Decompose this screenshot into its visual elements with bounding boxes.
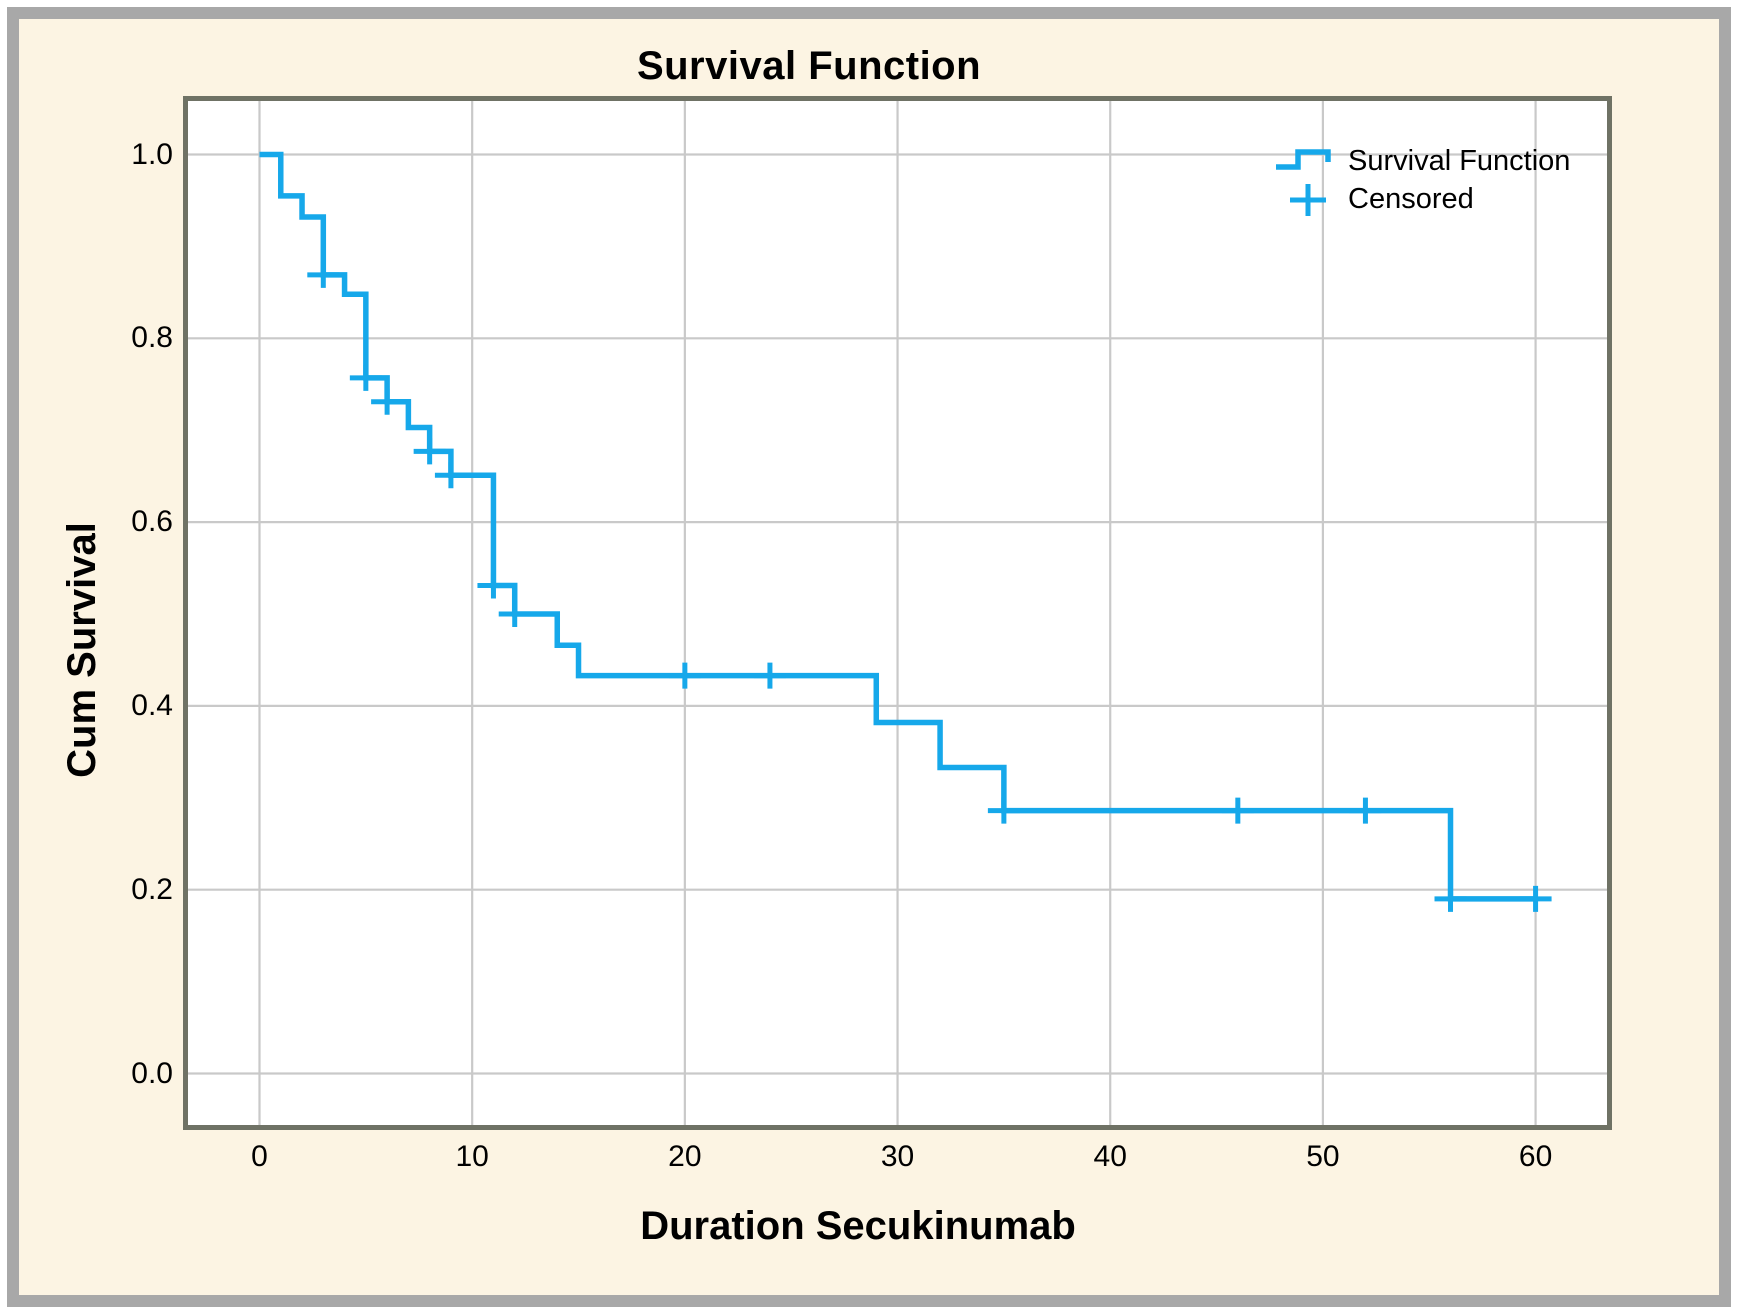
censored-mark [1221,797,1254,824]
y-tick-label: 0.6 [131,505,173,539]
censored-mark [1349,797,1382,824]
x-axis-title: Duration Secukinumab [640,1204,1076,1248]
x-tick-label: 60 [1518,1140,1553,1173]
censored-mark [371,388,404,415]
x-tick-label: 20 [668,1140,702,1173]
chart-title: Survival Function [636,44,982,88]
censored-markers [307,261,1552,912]
plot-area: Survival Function Censored [183,96,1612,1130]
censored-mark [498,601,531,627]
x-tick-label: 0 [251,1140,268,1173]
y-tick-label: 0.2 [131,872,173,906]
y-axis-title: Cum Survival [60,522,104,778]
censored-mark [349,364,382,391]
censored-mark [668,662,701,689]
x-tick-label: 40 [1093,1140,1127,1173]
censored-mark [753,662,786,689]
y-tick-label: 0.8 [131,321,173,355]
censored-mark [1519,885,1552,912]
censored-mark [434,462,467,489]
x-tick-label: 50 [1306,1140,1340,1173]
plot-svg [188,101,1607,1125]
y-tick-label: 1.0 [131,137,173,171]
censored-mark [307,261,340,288]
y-tick-label: 0.4 [131,688,173,722]
censored-mark [987,797,1020,824]
censored-mark [477,572,510,599]
censored-mark [1434,885,1467,912]
x-tick-label: 30 [880,1140,915,1173]
y-tick-label: 0.0 [131,1056,173,1090]
gridlines [188,101,1607,1125]
censored-mark [413,438,446,465]
x-tick-label: 10 [455,1140,489,1173]
